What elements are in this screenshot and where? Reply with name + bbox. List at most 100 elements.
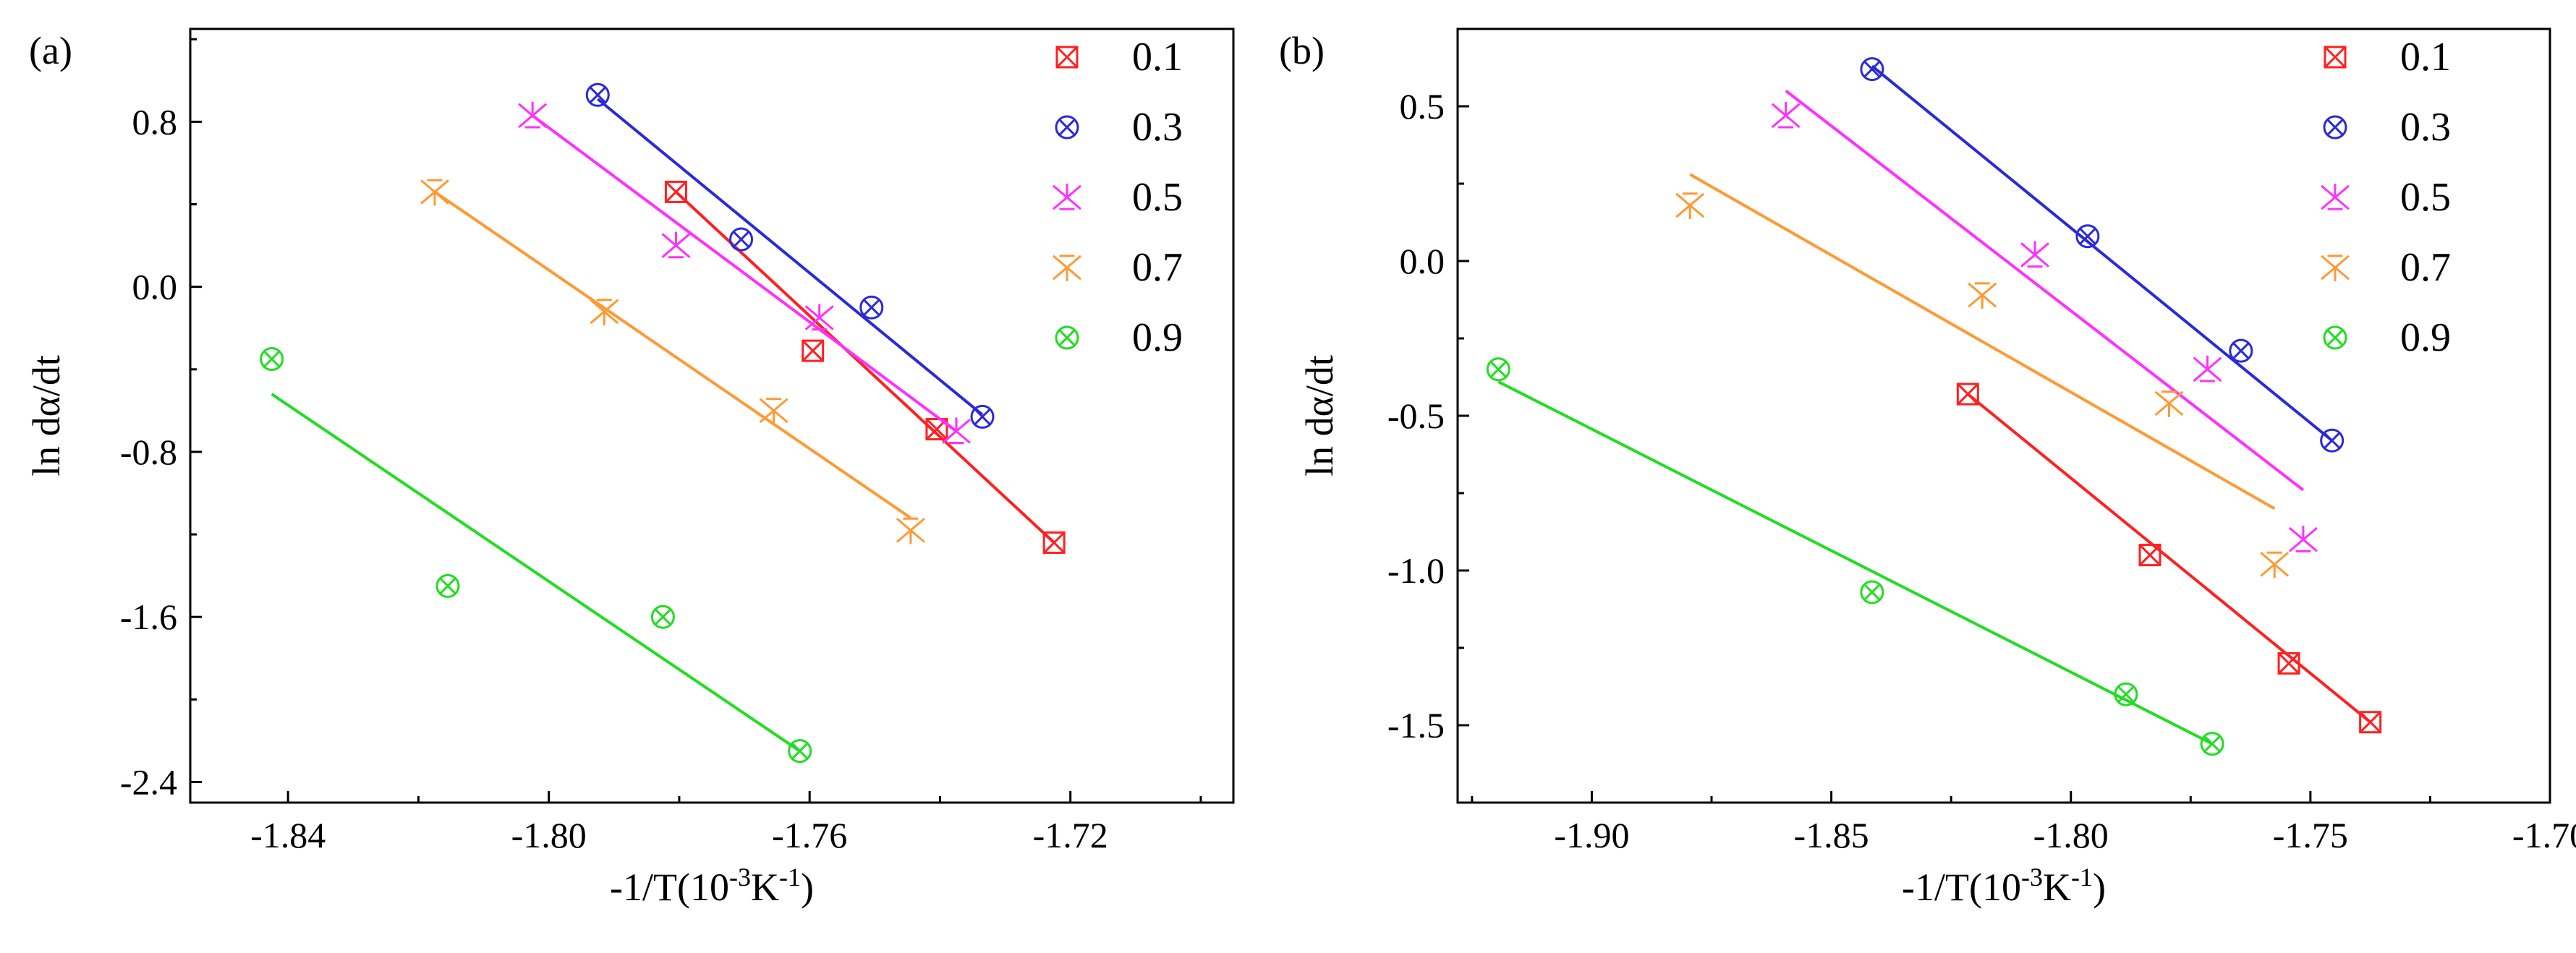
- y-tick-label: 0.5: [1400, 86, 1445, 127]
- y-tick-label: -2.4: [120, 761, 177, 802]
- legend-entry-0.1: 0.1: [2324, 35, 2451, 80]
- fit-line-0.7: [1689, 173, 2276, 510]
- data-point: [896, 517, 925, 544]
- data-point: [941, 417, 971, 445]
- x-axis-title-unit: K: [751, 866, 779, 909]
- data-point: [2193, 355, 2222, 383]
- data-point: [518, 101, 548, 129]
- data-point: [1486, 357, 1510, 382]
- data-point: [970, 404, 995, 429]
- x-tick-label: -1.70: [2512, 815, 2576, 855]
- data-point: [1042, 531, 1066, 554]
- y-tick-label: 0.0: [1400, 241, 1445, 281]
- data-point: [788, 739, 812, 764]
- x-axis-title: -1/T(10-3K-1): [1902, 863, 2106, 909]
- legend-label: 0.3: [2400, 105, 2451, 150]
- x-axis-title-unit: K: [2043, 866, 2071, 909]
- series-0.7: [420, 179, 925, 544]
- data-point: [2138, 544, 2161, 567]
- x-axis-title-sup2: -1: [2071, 863, 2093, 892]
- legend-label: 0.9: [2400, 315, 2451, 360]
- data-point: [2200, 732, 2224, 756]
- legend-entry-0.5: 0.5: [1053, 175, 1183, 220]
- panel-label: (a): [29, 29, 72, 72]
- y-tick-label: -1.5: [1387, 705, 1445, 745]
- fit-line-0.1: [1967, 393, 2371, 724]
- data-point: [2020, 241, 2050, 268]
- series-0.1: [1956, 383, 2382, 734]
- legend-label: 0.7: [1132, 245, 1183, 290]
- data-point: [859, 295, 884, 320]
- legend-entry-0.7: 0.7: [1053, 245, 1183, 290]
- legend-label: 0.3: [1132, 105, 1183, 150]
- legend-marker: [2323, 115, 2347, 140]
- x-tick-label: -1.72: [1033, 815, 1108, 855]
- legend-entry-0.9: 0.9: [2323, 315, 2451, 360]
- data-point: [1771, 101, 1801, 129]
- x-tick-label: -1.80: [2033, 815, 2109, 855]
- data-point: [1675, 192, 1705, 219]
- data-point: [661, 231, 691, 259]
- x-tick-label: -1.90: [1554, 815, 1629, 855]
- data-point: [585, 82, 610, 107]
- legend-label: 0.5: [2400, 175, 2451, 220]
- series-0.9: [1486, 357, 2224, 756]
- data-point: [1968, 282, 1997, 309]
- series-0.3: [1860, 57, 2345, 453]
- x-axis-title-end: ): [801, 866, 814, 909]
- x-axis-title-end: ): [2093, 866, 2106, 909]
- chart-panel-b: -1.90 -1.85 -1.80 -1.75 -1.70 -1.5 -1.0 -0.5 0.0…: [1279, 27, 2576, 909]
- series-0.5: [518, 101, 971, 445]
- x-tick-label: -1.80: [511, 815, 587, 855]
- y-tick-label: 0.8: [132, 101, 178, 142]
- legend-marker: [1055, 115, 1079, 140]
- panel-label: (b): [1279, 29, 1325, 72]
- series-0.7: [1675, 173, 2290, 578]
- x-axis-title-base: -1/T(10: [1902, 866, 2021, 909]
- data-point: [2277, 651, 2300, 675]
- fit-line-0.5: [1785, 90, 2305, 492]
- x-axis-title-sup1: -3: [2021, 863, 2043, 892]
- x-tick-label: -1.76: [772, 815, 847, 855]
- data-point: [2154, 390, 2184, 417]
- legend-marker: [2324, 46, 2347, 69]
- fit-line-0.9: [1497, 380, 2213, 745]
- data-point: [2075, 224, 2100, 249]
- y-tick-label: 0.0: [132, 267, 178, 307]
- series-0.3: [585, 82, 995, 429]
- data-point: [420, 179, 449, 206]
- data-point: [435, 573, 460, 598]
- data-point: [2229, 338, 2253, 363]
- plot-frame: [1456, 27, 2551, 804]
- legend-marker: [1055, 325, 1079, 350]
- legend-entry-0.1: 0.1: [1055, 35, 1183, 80]
- data-point: [2359, 711, 2382, 734]
- legend-marker: [1053, 255, 1081, 281]
- x-tick-label: -1.84: [250, 815, 326, 855]
- chart-panel-a: -1.84 -1.80 -1.76 -1.72 -2.4 -1.6 -0.8 0.0 0.8 (a…: [25, 27, 1235, 909]
- legend-marker: [1055, 46, 1079, 69]
- series-0.9: [260, 347, 812, 764]
- legend-entry-0.7: 0.7: [2321, 245, 2451, 290]
- series-0.5: [1771, 90, 2318, 552]
- legend-entry-0.3: 0.3: [1055, 105, 1183, 150]
- data-point: [650, 604, 675, 629]
- fit-line-0.3: [597, 98, 984, 416]
- legend-entry-0.5: 0.5: [2321, 175, 2451, 220]
- data-point: [804, 304, 834, 331]
- fit-line-0.5: [531, 114, 958, 433]
- data-point: [729, 227, 754, 252]
- legend-marker: [2321, 255, 2350, 281]
- legend-label: 0.7: [2400, 245, 2451, 290]
- data-point: [802, 339, 825, 362]
- series-0.1: [664, 180, 1066, 554]
- x-axis-title-base: -1/T(10: [610, 866, 729, 909]
- x-axis-title: -1/T(10-3K-1): [610, 863, 814, 909]
- data-point: [2320, 428, 2345, 453]
- data-point: [590, 299, 619, 325]
- data-point: [2260, 551, 2290, 578]
- fit-line-0.7: [433, 190, 912, 519]
- data-point: [1860, 580, 1884, 604]
- x-tick-label: -1.85: [1794, 815, 1869, 855]
